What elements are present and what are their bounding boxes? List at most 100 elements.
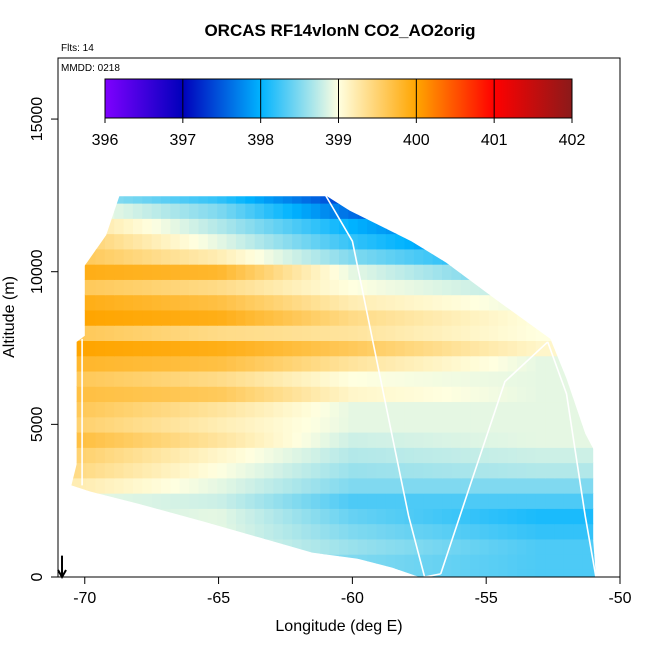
heatmap-cell [488,386,499,403]
heatmap-cell [235,416,246,433]
heatmap-cell [367,523,378,540]
heatmap-cell [404,264,415,280]
heatmap-cell [563,340,574,357]
heatmap-cell [71,538,78,555]
heatmap-cell [114,386,125,403]
heatmap-cell [432,195,443,204]
heatmap-cell [535,248,546,265]
heatmap-cell [451,203,462,219]
heatmap-cell [254,203,265,219]
heatmap-cell [273,462,284,479]
heatmap-cell [245,370,256,387]
heatmap-cell [320,233,331,250]
heatmap-cell [395,203,406,219]
heatmap-cell [161,538,171,555]
heatmap-cell [198,447,209,464]
heatmap-cell [507,370,518,387]
heatmap-cell [254,218,265,235]
heatmap-cell [545,279,556,296]
heatmap-cell [273,195,284,204]
heatmap-cell [132,248,143,265]
heatmap-cell [470,554,481,570]
heatmap-cell [114,309,125,326]
heatmap-cell [273,554,284,570]
heatmap-cell [442,401,452,418]
heatmap-cell [423,462,434,479]
heatmap-cell [460,508,471,525]
heatmap-cell [479,569,490,577]
colorbar-tick-label: 397 [169,132,196,149]
heatmap-cell [385,309,396,326]
heatmap-cell [320,431,331,448]
heatmap-cell [254,294,265,311]
heatmap-cell [526,477,537,494]
heatmap-cell [151,447,162,464]
heatmap-cell [460,370,471,387]
heatmap-cell [526,431,537,448]
heatmap-cell [235,523,246,540]
heatmap-cell [516,203,527,219]
heatmap-cell [535,554,546,570]
heatmap-cell [460,309,471,326]
heatmap-cell [95,401,106,418]
heatmap-cell [404,523,415,540]
heatmap-cell [95,279,106,296]
heatmap-cell [367,233,378,250]
heatmap-cell [442,294,452,311]
heatmap-cell [339,416,349,433]
heatmap-cell [498,233,509,250]
heatmap-cell [264,233,275,250]
heatmap-cell [516,340,527,357]
heatmap-cell [591,264,596,280]
heatmap-cell [545,355,556,372]
heatmap-cell [479,309,490,326]
heatmap-cell [179,195,190,204]
heatmap-cell [348,218,359,235]
heatmap-cell [413,401,424,418]
heatmap-cell [545,477,556,494]
heatmap-cell [207,248,218,265]
heatmap-cell [71,508,78,525]
heatmap-cell [198,416,209,433]
heatmap-cell [404,233,415,250]
heatmap-cell [76,195,87,204]
heatmap-cell [329,355,340,372]
heatmap-cell [423,538,434,555]
heatmap-cell [573,370,584,387]
heatmap-band [71,203,596,219]
heatmap-cell [76,264,87,280]
heatmap-cell [217,508,228,525]
heatmap-cell [86,523,97,540]
heatmap-cell [245,554,256,570]
heatmap-cell [413,447,424,464]
heatmap-cell [264,416,275,433]
heatmap-cell [620,463,630,479]
heatmap-cell [479,195,490,204]
heatmap-band [71,370,596,387]
heatmap-cell [310,355,321,372]
heatmap-cell [264,203,275,219]
heatmap-cell [245,248,256,265]
heatmap-band [71,340,596,357]
heatmap-cell [329,554,340,570]
heatmap-cell [545,386,556,403]
heatmap-cell [488,195,499,204]
heatmap-cell [301,294,312,311]
heatmap-cell [58,264,68,280]
heatmap-cell [132,195,143,204]
heatmap-cell [198,386,209,403]
heatmap-cell [376,233,387,250]
heatmap-cell [348,554,359,570]
heatmap-cell [488,569,499,577]
heatmap-cell [554,195,565,204]
heatmap-cell [348,416,359,433]
heatmap-cell [563,370,574,387]
heatmap-cell [507,233,518,250]
heatmap-cell [151,386,162,403]
heatmap-cell [545,493,556,509]
heatmap-cell [423,493,434,509]
heatmap-cell [310,279,321,296]
heatmap-cell [132,523,143,540]
heatmap-cell [273,248,284,265]
heatmap-cell [507,431,518,448]
